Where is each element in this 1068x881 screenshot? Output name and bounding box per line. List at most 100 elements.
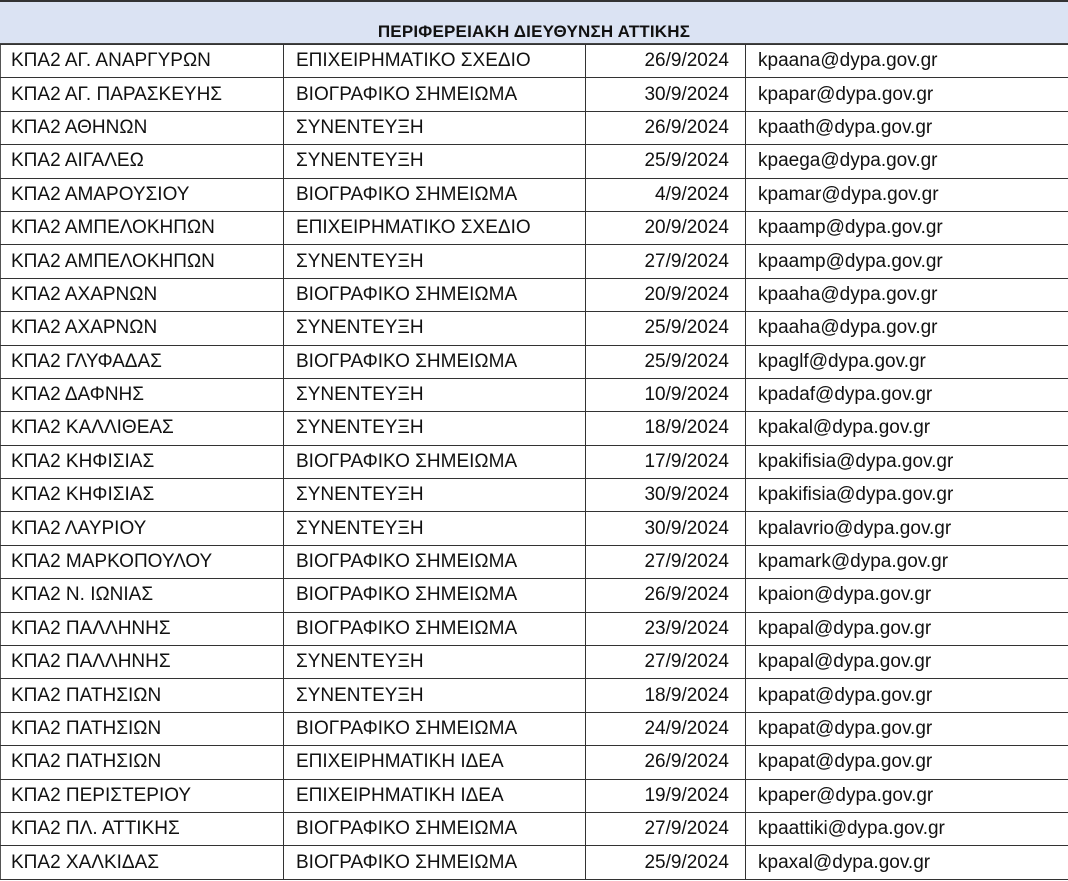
service-cell: ΣΥΝΕΝΤΕΥΞΗ xyxy=(283,645,586,680)
office-cell: ΚΠΑ2 ΑΧΑΡΝΩΝ xyxy=(0,277,284,313)
email-cell: kpaamp@dypa.gov.gr xyxy=(745,244,1068,279)
date-cell: 27/9/2024 xyxy=(585,811,746,847)
table-row: ΚΠΑ2 ΚΗΦΙΣΙΑΣ ΒΙΟΓΡΑΦΙΚΟ ΣΗΜΕΙΩΜΑ 17/9/202… xyxy=(0,444,1068,480)
office-cell: ΚΠΑ2 ΚΗΦΙΣΙΑΣ xyxy=(0,444,284,480)
email-cell: kpaath@dypa.gov.gr xyxy=(745,110,1068,146)
service-cell: ΒΙΟΓΡΑΦΙΚΟ ΣΗΜΕΙΩΜΑ xyxy=(283,344,586,379)
date-cell: 4/9/2024 xyxy=(585,177,746,212)
date-cell: 23/9/2024 xyxy=(585,611,746,647)
service-cell: ΒΙΟΓΡΑΦΙΚΟ ΣΗΜΕΙΩΜΑ xyxy=(283,277,586,313)
office-cell: ΚΠΑ2 ΑΙΓΑΛΕΩ xyxy=(0,144,284,179)
service-cell: ΒΙΟΓΡΑΦΙΚΟ ΣΗΜΕΙΩΜΑ xyxy=(283,444,586,480)
service-cell: ΣΥΝΕΝΤΕΥΞΗ xyxy=(283,478,586,513)
office-cell: ΚΠΑ2 ΑΓ. ΠΑΡΑΣΚΕΥΗΣ xyxy=(0,77,284,112)
email-cell: kpakifisia@dypa.gov.gr xyxy=(745,444,1068,480)
service-cell: ΣΥΝΕΝΤΕΥΞΗ xyxy=(283,377,586,413)
office-cell: ΚΠΑ2 ΑΜΠΕΛΟΚΗΠΩΝ xyxy=(0,244,284,279)
table-row: ΚΠΑ2 ΚΑΛΛΙΘΕΑΣ ΣΥΝΕΝΤΕΥΞΗ 18/9/2024 kpakal@… xyxy=(0,411,1068,446)
date-cell: 25/9/2024 xyxy=(585,845,746,880)
email-cell: kpakifisia@dypa.gov.gr xyxy=(745,478,1068,513)
office-cell: ΚΠΑ2 ΚΗΦΙΣΙΑΣ xyxy=(0,478,284,513)
table-row: ΚΠΑ2 ΠΕΡΙΣΤΕΡΙΟΥ ΕΠΙΧΕΙΡΗΜΑΤΙΚΗ ΙΔΕΑ 19/9/… xyxy=(0,778,1068,813)
office-cell: ΚΠΑ2 ΑΓ. ΑΝΑΡΓΥΡΩΝ xyxy=(0,43,284,79)
date-cell: 20/9/2024 xyxy=(585,210,746,246)
service-cell: ΒΙΟΓΡΑΦΙΚΟ ΣΗΜΕΙΩΜΑ xyxy=(283,77,586,112)
table-title: ΠΕΡΙΦΕΡΕΙΑΚΗ ΔΙΕΥΘΥΝΣΗ ΑΤΤΙΚΗΣ xyxy=(377,22,691,41)
email-cell: kpaana@dypa.gov.gr xyxy=(745,43,1068,79)
table-row: ΚΠΑ2 Ν. ΙΩΝΙΑΣ ΒΙΟΓΡΑΦΙΚΟ ΣΗΜΕΙΩΜΑ 26/9/20… xyxy=(0,578,1068,613)
table-row: ΚΠΑ2 ΓΛΥΦΑΔΑΣ ΒΙΟΓΡΑΦΙΚΟ ΣΗΜΕΙΩΜΑ 25/9/202… xyxy=(0,344,1068,379)
table-row: ΚΠΑ2 ΚΗΦΙΣΙΑΣ ΣΥΝΕΝΤΕΥΞΗ 30/9/2024 kpakifis… xyxy=(0,478,1068,513)
service-cell: ΒΙΟΓΡΑΦΙΚΟ ΣΗΜΕΙΩΜΑ xyxy=(283,711,586,747)
email-cell: kpaglf@dypa.gov.gr xyxy=(745,344,1068,379)
service-cell: ΕΠΙΧΕΙΡΗΜΑΤΙΚΗ ΙΔΕΑ xyxy=(283,745,586,780)
email-cell: kpakal@dypa.gov.gr xyxy=(745,411,1068,446)
date-cell: 19/9/2024 xyxy=(585,778,746,813)
office-cell: ΚΠΑ2 ΠΑΤΗΣΙΩΝ xyxy=(0,711,284,747)
email-cell: kpaattiki@dypa.gov.gr xyxy=(745,811,1068,847)
table-title-band: ΠΕΡΙΦΕΡΕΙΑΚΗ ΔΙΕΥΘΥΝΣΗ ΑΤΤΙΚΗΣ xyxy=(0,0,1068,44)
service-cell: ΣΥΝΕΝΤΕΥΞΗ xyxy=(283,144,586,179)
email-cell: kpapal@dypa.gov.gr xyxy=(745,645,1068,680)
office-cell: ΚΠΑ2 ΠΑΤΗΣΙΩΝ xyxy=(0,678,284,713)
email-cell: kpaega@dypa.gov.gr xyxy=(745,144,1068,179)
table-row: ΚΠΑ2 ΠΑΤΗΣΙΩΝ ΣΥΝΕΝΤΕΥΞΗ 18/9/2024 kpapat@d… xyxy=(0,678,1068,713)
email-cell: kpaaha@dypa.gov.gr xyxy=(745,311,1068,346)
office-cell: ΚΠΑ2 ΠΑΛΛΗΝΗΣ xyxy=(0,645,284,680)
table-row: ΚΠΑ2 ΑΜΑΡΟΥΣΙΟΥ ΒΙΟΓΡΑΦΙΚΟ ΣΗΜΕΙΩΜΑ 4/9/20… xyxy=(0,177,1068,212)
table-row: ΚΠΑ2 ΠΑΤΗΣΙΩΝ ΒΙΟΓΡΑΦΙΚΟ ΣΗΜΕΙΩΜΑ 24/9/202… xyxy=(0,711,1068,747)
table-row: ΚΠΑ2 ΜΑΡΚΟΠΟΥΛΟΥ ΒΙΟΓΡΑΦΙΚΟ ΣΗΜΕΙΩΜΑ 27/9/… xyxy=(0,544,1068,580)
office-cell: ΚΠΑ2 ΑΘΗΝΩΝ xyxy=(0,110,284,146)
table-row: ΚΠΑ2 ΑΙΓΑΛΕΩ ΣΥΝΕΝΤΕΥΞΗ 25/9/2024 kpaega@dy… xyxy=(0,144,1068,179)
service-cell: ΣΥΝΕΝΤΕΥΞΗ xyxy=(283,311,586,346)
date-cell: 26/9/2024 xyxy=(585,110,746,146)
date-cell: 26/9/2024 xyxy=(585,578,746,613)
email-cell: kpapat@dypa.gov.gr xyxy=(745,745,1068,780)
email-cell: kpaamp@dypa.gov.gr xyxy=(745,210,1068,246)
email-cell: kpalavrio@dypa.gov.gr xyxy=(745,511,1068,546)
service-cell: ΒΙΟΓΡΑΦΙΚΟ ΣΗΜΕΙΩΜΑ xyxy=(283,611,586,647)
table-row: ΚΠΑ2 ΔΑΦΝΗΣ ΣΥΝΕΝΤΕΥΞΗ 10/9/2024 kpadaf@dyp… xyxy=(0,377,1068,413)
table-row: ΚΠΑ2 ΠΑΛΛΗΝΗΣ ΒΙΟΓΡΑΦΙΚΟ ΣΗΜΕΙΩΜΑ 23/9/202… xyxy=(0,611,1068,647)
date-cell: 10/9/2024 xyxy=(585,377,746,413)
email-cell: kpapal@dypa.gov.gr xyxy=(745,611,1068,647)
email-cell: kpamark@dypa.gov.gr xyxy=(745,544,1068,580)
office-cell: ΚΠΑ2 ΓΛΥΦΑΔΑΣ xyxy=(0,344,284,379)
table-row: ΚΠΑ2 ΧΑΛΚΙΔΑΣ ΒΙΟΓΡΑΦΙΚΟ ΣΗΜΕΙΩΜΑ 25/9/202… xyxy=(0,845,1068,880)
schedule-table: ΚΠΑ2 ΑΓ. ΑΝΑΡΓΥΡΩΝ ΕΠΙΧΕΙΡΗΜΑΤΙΚΟ ΣΧΕΔΙΟ 2… xyxy=(0,43,1068,880)
email-cell: kpaxal@dypa.gov.gr xyxy=(745,845,1068,880)
table-row: ΚΠΑ2 ΑΘΗΝΩΝ ΣΥΝΕΝΤΕΥΞΗ 26/9/2024 kpaath@dyp… xyxy=(0,110,1068,146)
table-row: ΚΠΑ2 ΑΧΑΡΝΩΝ ΣΥΝΕΝΤΕΥΞΗ 25/9/2024 kpaaha@dy… xyxy=(0,311,1068,346)
table-row: ΚΠΑ2 ΠΛ. ΑΤΤΙΚΗΣ ΒΙΟΓΡΑΦΙΚΟ ΣΗΜΕΙΩΜΑ 27/9/… xyxy=(0,811,1068,847)
service-cell: ΒΙΟΓΡΑΦΙΚΟ ΣΗΜΕΙΩΜΑ xyxy=(283,845,586,880)
date-cell: 27/9/2024 xyxy=(585,645,746,680)
service-cell: ΣΥΝΕΝΤΕΥΞΗ xyxy=(283,511,586,546)
date-cell: 30/9/2024 xyxy=(585,77,746,112)
date-cell: 25/9/2024 xyxy=(585,311,746,346)
email-cell: kpaper@dypa.gov.gr xyxy=(745,778,1068,813)
service-cell: ΣΥΝΕΝΤΕΥΞΗ xyxy=(283,678,586,713)
service-cell: ΒΙΟΓΡΑΦΙΚΟ ΣΗΜΕΙΩΜΑ xyxy=(283,177,586,212)
email-cell: kpadaf@dypa.gov.gr xyxy=(745,377,1068,413)
date-cell: 24/9/2024 xyxy=(585,711,746,747)
date-cell: 25/9/2024 xyxy=(585,344,746,379)
service-cell: ΣΥΝΕΝΤΕΥΞΗ xyxy=(283,411,586,446)
office-cell: ΚΠΑ2 ΠΑΛΛΗΝΗΣ xyxy=(0,611,284,647)
office-cell: ΚΠΑ2 ΚΑΛΛΙΘΕΑΣ xyxy=(0,411,284,446)
email-cell: kpamar@dypa.gov.gr xyxy=(745,177,1068,212)
email-cell: kpaion@dypa.gov.gr xyxy=(745,578,1068,613)
table-row: ΚΠΑ2 ΑΓ. ΠΑΡΑΣΚΕΥΗΣ ΒΙΟΓΡΑΦΙΚΟ ΣΗΜΕΙΩΜΑ 30… xyxy=(0,77,1068,112)
date-cell: 27/9/2024 xyxy=(585,244,746,279)
office-cell: ΚΠΑ2 ΑΧΑΡΝΩΝ xyxy=(0,311,284,346)
date-cell: 17/9/2024 xyxy=(585,444,746,480)
service-cell: ΒΙΟΓΡΑΦΙΚΟ ΣΗΜΕΙΩΜΑ xyxy=(283,811,586,847)
table-row: ΚΠΑ2 ΑΧΑΡΝΩΝ ΒΙΟΓΡΑΦΙΚΟ ΣΗΜΕΙΩΜΑ 20/9/2024… xyxy=(0,277,1068,313)
date-cell: 18/9/2024 xyxy=(585,411,746,446)
office-cell: ΚΠΑ2 ΧΑΛΚΙΔΑΣ xyxy=(0,845,284,880)
date-cell: 26/9/2024 xyxy=(585,745,746,780)
office-cell: ΚΠΑ2 ΜΑΡΚΟΠΟΥΛΟΥ xyxy=(0,544,284,580)
date-cell: 26/9/2024 xyxy=(585,43,746,79)
date-cell: 20/9/2024 xyxy=(585,277,746,313)
email-cell: kpapar@dypa.gov.gr xyxy=(745,77,1068,112)
table-row: ΚΠΑ2 ΑΓ. ΑΝΑΡΓΥΡΩΝ ΕΠΙΧΕΙΡΗΜΑΤΙΚΟ ΣΧΕΔΙΟ 2… xyxy=(0,43,1068,79)
